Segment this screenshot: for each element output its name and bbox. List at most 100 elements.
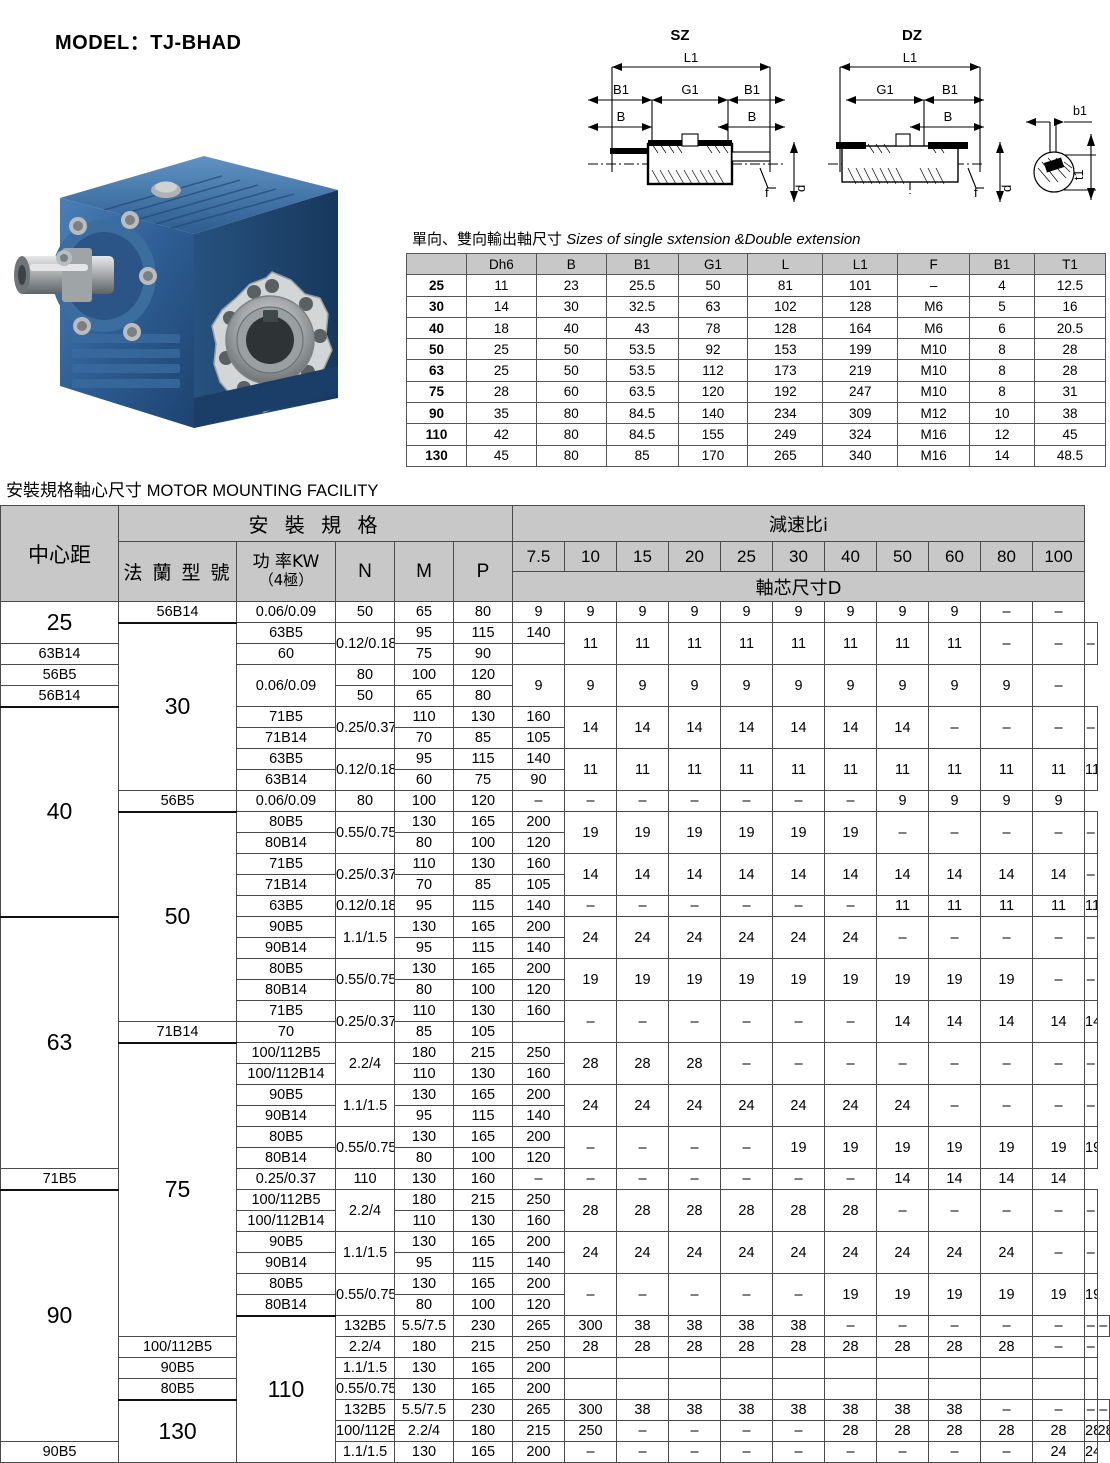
shaft-diameter-cell: – (668, 1420, 721, 1442)
table-row: 75 100/112B5 2.2/4 180 215 250 28 28 28– – – – – – – – (1, 1041, 1110, 1337)
center-distance-cell: 130 (118, 1398, 237, 1463)
flange-model-cell: 56B5 (0, 664, 119, 686)
dimension-col-header: B (535, 252, 607, 276)
shaft-diameter-cell: 24 (564, 1231, 617, 1274)
shaft-diameter-cell: – (1084, 1189, 1098, 1232)
shaft-diameter-cell: 19 (928, 1126, 981, 1169)
shaft-diameter-cell: 11 (876, 622, 929, 665)
dimension-value-cell: 38 (1033, 402, 1107, 425)
shaft-diameter-cell: – (876, 1042, 929, 1085)
mounting-table-caption: 安裝規格軸心尺寸 MOTOR MOUNTING FACILITY (6, 476, 378, 501)
table-row: 63 25 50 53.5 112 173 219 M10 8 28 (406, 359, 1107, 382)
table-row: 80B5 0.55/0.75 130 165 200 19 19 19 19 19 19 19 19 19… (1, 958, 1110, 1001)
table-row: 100/112B5 2.2/4 180 215 250 28 28 28 28 28 28 28 28 2… (1, 1336, 1110, 1358)
shaft-diameter-cell: 14 (1031, 1168, 1086, 1190)
shaft-diameter-cell: 11 (928, 622, 981, 665)
mounting-dimension-cell: 165 (453, 1231, 513, 1253)
shaft-diameter-cell: – (824, 1042, 877, 1085)
shaft-diameter-cell: 28 (720, 1189, 773, 1232)
header-ratio-value: 60 (928, 541, 981, 572)
mounting-dimension-cell: 80 (394, 1147, 454, 1169)
shaft-diameter-cell: – (1031, 1231, 1086, 1274)
mounting-dimension-cell: 80 (394, 832, 454, 854)
mounting-dimension-cell: 100 (453, 979, 513, 1001)
shaft-diameter-cell: 24 (720, 916, 773, 959)
shaft-diameter-cell: 28 (668, 1042, 721, 1085)
shaft-diameter-cell: – (980, 1042, 1033, 1085)
table-row: 80B14 80 100 120 (1, 832, 1110, 854)
shaft-diameter-cell: – (980, 706, 1033, 749)
svg-text:B1: B1 (744, 82, 760, 97)
shaft-diameter-cell: – (720, 1420, 773, 1442)
flange-model-cell: 100/112B5 (236, 1042, 336, 1064)
mounting-dimension-cell: 160 (512, 1063, 565, 1085)
dimension-value-cell: 265 (747, 444, 824, 467)
shaft-diameter-cell: 9 (512, 664, 565, 707)
shaft-diameter-cell: – (980, 1441, 1033, 1463)
mounting-dimension-cell: 130 (453, 1000, 513, 1022)
shaft-diameter-cell: – (1096, 1399, 1110, 1421)
dimension-value-cell: 25 (465, 338, 537, 361)
shaft-diameter-cell: 19 (772, 811, 825, 854)
table-row: 110 42 80 84.5 155 249 324 M16 12 45 (406, 423, 1107, 446)
shaft-diameter-cell: – (564, 895, 617, 917)
dimension-value-cell: 12 (969, 423, 1035, 446)
power-kw-cell: 0.55/0.75 (335, 1378, 395, 1400)
shaft-diameter-cell (668, 1378, 721, 1400)
power-kw-cell: 2.2/4 (335, 1189, 395, 1232)
shaft-diameter-cell: 19 (720, 958, 773, 1001)
shaft-diameter-cell: 24 (564, 1084, 617, 1127)
shaft-diameter-cell: 14 (876, 853, 929, 896)
mounting-dimension-cell: 160 (453, 1168, 513, 1190)
shaft-diameter-cell: 19 (928, 958, 981, 1001)
mounting-dimension-cell: 115 (453, 1252, 513, 1274)
shaft-diameter-cell: 14 (720, 853, 773, 896)
dimension-value-cell: 48.5 (1033, 444, 1107, 467)
shaft-diameter-cell: 14 (980, 1000, 1033, 1043)
mounting-dimension-cell: 115 (453, 1105, 513, 1127)
table-row: 80B5 0.55/0.75 130 165 200 (1, 1378, 1110, 1400)
shaft-diameter-cell: 24 (1084, 1441, 1098, 1463)
shaft-diameter-cell: – (1084, 811, 1098, 854)
dimension-value-cell: 28 (465, 380, 537, 404)
dimension-value-cell: 128 (747, 316, 824, 340)
shaft-diameter-cell: 14 (1031, 853, 1086, 896)
header-ratio-value: 40 (824, 541, 877, 572)
shaft-diameter-cell: – (1084, 1399, 1098, 1421)
table-row: 25 56B14 0.06/0.09 50 65 80 9 9 9 9 9 9 9 9 9– – (0, 601, 1110, 644)
shaft-diameter-cell: 14 (616, 706, 669, 749)
shaft-diameter-cell: 9 (928, 601, 981, 623)
shaft-diameter-cell: – (720, 1441, 773, 1463)
shaft-diameter-cell: 19 (824, 958, 877, 1001)
mounting-dimension-cell: 95 (394, 895, 454, 917)
shaft-diameter-cell: 9 (980, 790, 1033, 812)
shaft-diameter-cell: 14 (1084, 1000, 1098, 1043)
shaft-diameter-cell (1031, 1357, 1086, 1379)
dimension-value-cell: 199 (822, 338, 899, 361)
dimension-value-cell: 101 (822, 274, 899, 297)
flange-model-cell: 71B5 (236, 853, 336, 875)
shaft-diameter-cell: – (824, 1168, 877, 1190)
shaft-diameter-cell: – (1031, 1084, 1086, 1127)
power-kw-cell: 0.06/0.09 (236, 601, 336, 623)
shaft-diameter-cell: 28 (668, 1336, 721, 1358)
flange-model-cell: 90B5 (118, 1357, 237, 1379)
table-row: 80B14 80 100 120 (1, 979, 1110, 1001)
shaft-diameter-cell: 11 (1031, 895, 1086, 917)
shaft-diameter-cell: – (1031, 664, 1086, 707)
table-row: 25 11 23 25.5 50 81 101–4 12.5 (406, 274, 1107, 297)
motor-mounting-table: 中心距安 裝 規 格減速比i 法 蘭 型 號功 率KW （4極） N M P 7.5 10 15… (0, 505, 1110, 1463)
shaft-diameter-cell: – (668, 1273, 721, 1316)
shaft-diameter-cell: 9 (1031, 790, 1086, 812)
mounting-dimension-cell: 140 (512, 748, 565, 770)
shaft-diameter-cell: – (1084, 1084, 1098, 1127)
shaft-diameter-cell: – (616, 1126, 669, 1169)
shaft-diameter-cell: 11 (616, 748, 669, 791)
dimension-value-cell: 12.5 (1033, 274, 1107, 297)
shaft-diameter-cell: – (668, 790, 721, 812)
dimension-value-cell: 25 (465, 359, 537, 382)
flange-model-cell: 56B5 (118, 790, 237, 812)
shaft-diameter-cell: – (772, 1000, 825, 1043)
mounting-dimension-cell: 200 (512, 1357, 565, 1379)
flange-model-cell: 90B5 (0, 1441, 119, 1463)
